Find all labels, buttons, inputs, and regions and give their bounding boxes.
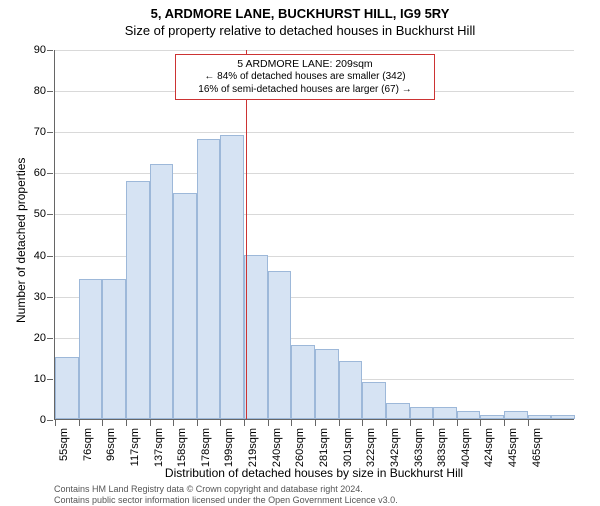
histogram-bar xyxy=(244,255,268,419)
y-tick xyxy=(47,338,53,339)
x-tick xyxy=(126,420,127,426)
gridline xyxy=(55,173,574,174)
histogram-bar xyxy=(197,139,221,419)
x-tick xyxy=(410,420,411,426)
y-tick xyxy=(47,173,53,174)
histogram-bar xyxy=(268,271,292,419)
histogram-bar xyxy=(55,357,79,419)
histogram-bar xyxy=(457,411,481,419)
histogram-bar xyxy=(291,345,315,419)
y-tick xyxy=(47,297,53,298)
x-tick-label: 322sqm xyxy=(365,428,377,467)
histogram-bar xyxy=(480,415,504,419)
x-tick xyxy=(386,420,387,426)
histogram-bar xyxy=(339,361,363,419)
x-tick-label: 158sqm xyxy=(176,428,188,467)
x-tick-label: 445sqm xyxy=(507,428,519,467)
gridline xyxy=(55,132,574,133)
y-tick xyxy=(47,420,53,421)
x-tick-label: 363sqm xyxy=(413,428,425,467)
x-tick-label: 137sqm xyxy=(153,428,165,467)
footer-line: Contains HM Land Registry data © Crown c… xyxy=(54,484,574,495)
x-tick xyxy=(150,420,151,426)
x-tick xyxy=(528,420,529,426)
x-axis-label: Distribution of detached houses by size … xyxy=(54,466,574,480)
x-tick-label: 240sqm xyxy=(271,428,283,467)
x-tick-label: 404sqm xyxy=(460,428,472,467)
histogram-bar xyxy=(410,407,434,419)
histogram-bar xyxy=(504,411,528,419)
x-tick xyxy=(457,420,458,426)
x-tick-label: 424sqm xyxy=(483,428,495,467)
x-tick xyxy=(173,420,174,426)
annotation-line-larger: 16% of semi-detached houses are larger (… xyxy=(182,84,428,97)
histogram-bar xyxy=(386,403,410,419)
y-tick xyxy=(47,91,53,92)
chart-title-sub: Size of property relative to detached ho… xyxy=(0,21,600,38)
y-tick-label: 0 xyxy=(22,414,46,426)
histogram-bar xyxy=(433,407,457,419)
x-tick-label: 76sqm xyxy=(82,428,94,461)
y-tick-label: 10 xyxy=(22,373,46,385)
histogram-bar xyxy=(362,382,386,419)
x-tick xyxy=(291,420,292,426)
y-tick-label: 50 xyxy=(22,208,46,220)
annotation-line-smaller: ← 84% of detached houses are smaller (34… xyxy=(182,71,428,84)
x-tick-label: 219sqm xyxy=(247,428,259,467)
y-tick xyxy=(47,379,53,380)
x-tick xyxy=(220,420,221,426)
x-tick-label: 55sqm xyxy=(58,428,70,461)
annotation-box: 5 ARDMORE LANE: 209sqm← 84% of detached … xyxy=(175,54,435,100)
y-tick-label: 80 xyxy=(22,85,46,97)
x-tick-label: 281sqm xyxy=(318,428,330,467)
y-tick xyxy=(47,132,53,133)
histogram-bar xyxy=(126,181,150,419)
x-tick xyxy=(197,420,198,426)
x-tick-label: 260sqm xyxy=(294,428,306,467)
x-tick xyxy=(339,420,340,426)
marker-line xyxy=(246,50,247,419)
x-tick xyxy=(362,420,363,426)
x-tick xyxy=(315,420,316,426)
x-tick xyxy=(102,420,103,426)
y-tick xyxy=(47,50,53,51)
y-tick-label: 40 xyxy=(22,250,46,262)
x-tick xyxy=(480,420,481,426)
y-tick-label: 60 xyxy=(22,167,46,179)
x-tick-label: 96sqm xyxy=(105,428,117,461)
x-tick xyxy=(433,420,434,426)
x-tick xyxy=(504,420,505,426)
histogram-bar xyxy=(315,349,339,419)
x-tick xyxy=(244,420,245,426)
histogram-bar xyxy=(102,279,126,419)
y-tick xyxy=(47,256,53,257)
histogram-plot: 010203040506070809055sqm76sqm96sqm117sqm… xyxy=(54,50,574,420)
y-tick-label: 30 xyxy=(22,291,46,303)
y-tick xyxy=(47,214,53,215)
x-tick xyxy=(55,420,56,426)
y-tick-label: 90 xyxy=(22,44,46,56)
gridline xyxy=(55,50,574,51)
x-tick-label: 301sqm xyxy=(342,428,354,467)
histogram-bar xyxy=(528,415,552,419)
x-tick-label: 178sqm xyxy=(200,428,212,467)
x-tick-label: 117sqm xyxy=(129,428,141,466)
chart-footer: Contains HM Land Registry data © Crown c… xyxy=(54,484,574,506)
histogram-bar xyxy=(150,164,174,419)
footer-line: Contains public sector information licen… xyxy=(54,495,574,506)
histogram-bar xyxy=(79,279,103,419)
chart-title-main: 5, ARDMORE LANE, BUCKHURST HILL, IG9 5RY xyxy=(0,0,600,21)
annotation-title: 5 ARDMORE LANE: 209sqm xyxy=(182,58,428,71)
y-tick-label: 20 xyxy=(22,332,46,344)
x-tick-label: 199sqm xyxy=(223,428,235,467)
y-tick-label: 70 xyxy=(22,126,46,138)
x-tick xyxy=(268,420,269,426)
histogram-bar xyxy=(173,193,197,419)
x-tick-label: 342sqm xyxy=(389,428,401,467)
histogram-bar xyxy=(551,415,575,419)
histogram-bar xyxy=(220,135,244,419)
x-tick xyxy=(79,420,80,426)
x-tick-label: 383sqm xyxy=(436,428,448,467)
x-tick-label: 465sqm xyxy=(531,428,543,467)
